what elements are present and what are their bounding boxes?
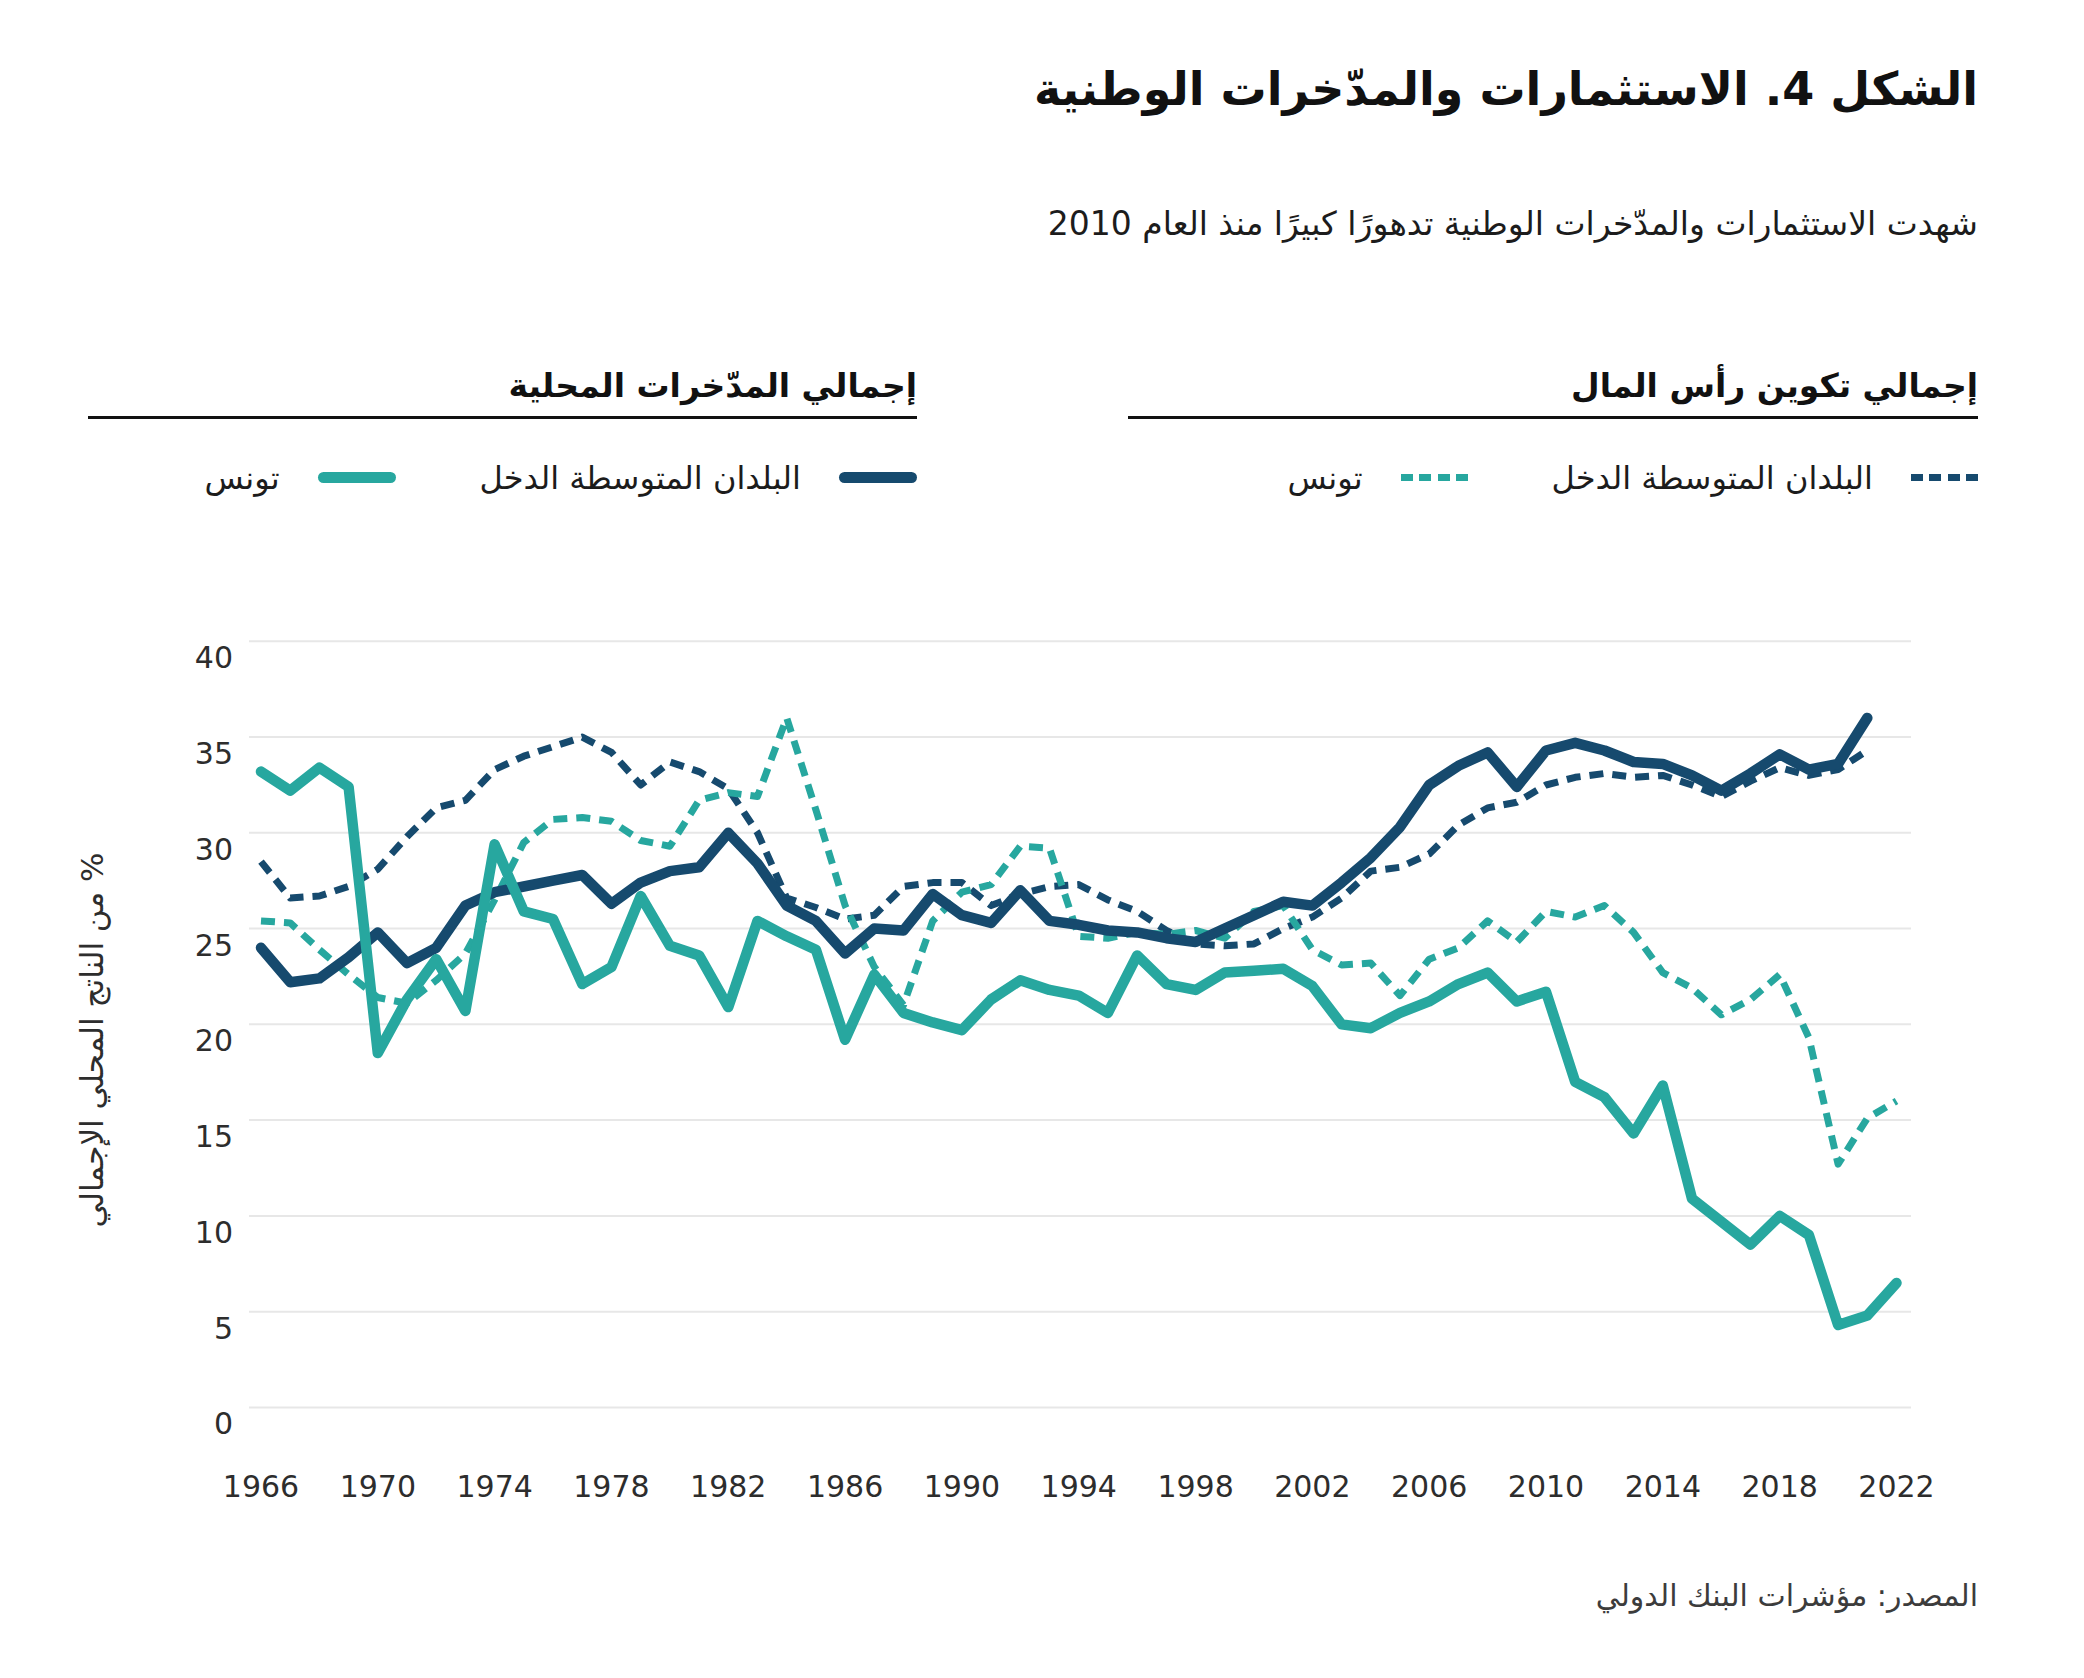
x-tick-label: 1966 bbox=[223, 1469, 299, 1504]
series-savings_tunisia bbox=[261, 768, 1897, 1325]
x-tick-label: 2014 bbox=[1625, 1469, 1701, 1504]
y-tick-label: 35 bbox=[195, 736, 233, 771]
x-tick-label: 2006 bbox=[1391, 1469, 1467, 1504]
x-tick-label: 2018 bbox=[1741, 1469, 1817, 1504]
x-tick-label: 1974 bbox=[456, 1469, 532, 1504]
x-tick-label: 1982 bbox=[690, 1469, 766, 1504]
x-tick-label: 1970 bbox=[340, 1469, 416, 1504]
y-tick-label: 20 bbox=[195, 1023, 233, 1058]
x-tick-label: 2002 bbox=[1274, 1469, 1350, 1504]
y-axis-title: % من الناتج المحلي الإجمالي bbox=[74, 853, 111, 1228]
figure: الشكل 4. الاستثمارات والمدّخرات الوطنية … bbox=[0, 0, 2084, 1678]
x-tick-label: 1978 bbox=[573, 1469, 649, 1504]
y-tick-label: 25 bbox=[195, 928, 233, 963]
x-tick-label: 2022 bbox=[1858, 1469, 1934, 1504]
y-tick-label: 10 bbox=[195, 1215, 233, 1250]
x-tick-label: 1990 bbox=[924, 1469, 1000, 1504]
series-gcf_middle_income bbox=[261, 737, 1867, 946]
x-tick-label: 1994 bbox=[1041, 1469, 1117, 1504]
line-chart: 0 5 10 15 20 25 30 35 40 1966 1970 1974 1978 1982 1986… bbox=[0, 0, 2084, 1678]
y-tick-label: 30 bbox=[195, 832, 233, 867]
x-tick-label: 2010 bbox=[1508, 1469, 1584, 1504]
y-tick-label: 5 bbox=[214, 1311, 233, 1346]
y-tick-label: 15 bbox=[195, 1119, 233, 1154]
y-tick-label: 0 bbox=[214, 1406, 233, 1441]
y-tick-label: 40 bbox=[195, 640, 233, 675]
x-tick-label: 1998 bbox=[1157, 1469, 1233, 1504]
source-note: المصدر: مؤشرات البنك الدولي bbox=[1596, 1578, 1978, 1613]
x-tick-label: 1986 bbox=[807, 1469, 883, 1504]
